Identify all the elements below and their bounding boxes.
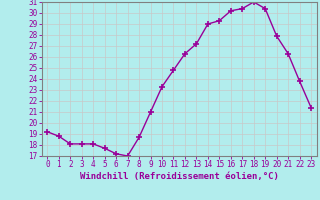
X-axis label: Windchill (Refroidissement éolien,°C): Windchill (Refroidissement éolien,°C): [80, 172, 279, 181]
